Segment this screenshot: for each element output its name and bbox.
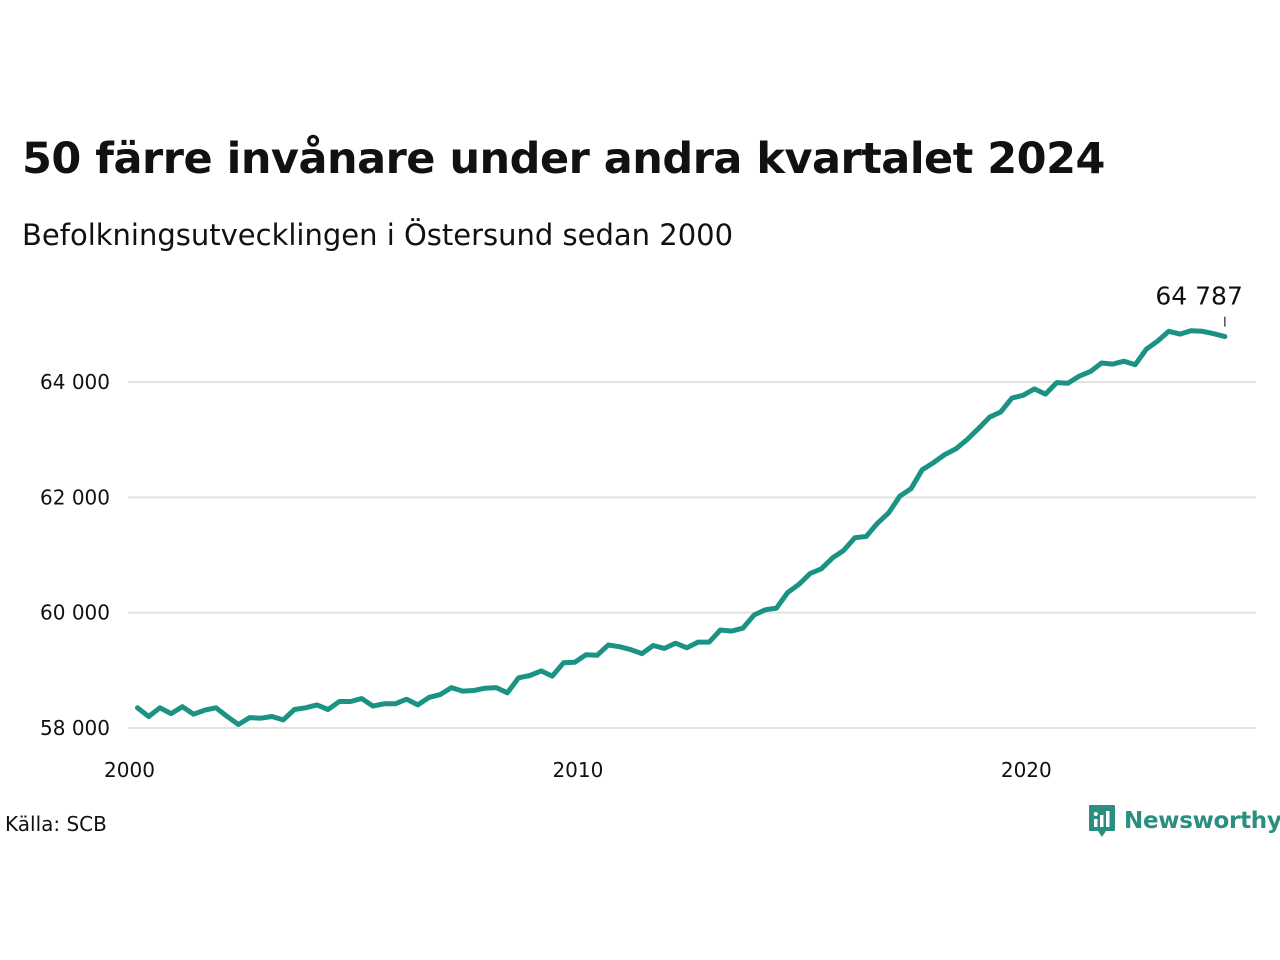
brand-logo: Newsworthy bbox=[1088, 804, 1280, 838]
gridlines bbox=[128, 381, 1256, 729]
chart-speech-bubble-icon bbox=[1089, 805, 1115, 837]
end-value-label: 64 787 bbox=[1155, 282, 1242, 311]
y-axis-tick-labels: 58 000 60 000 62 000 64 000 bbox=[40, 370, 110, 740]
y-tick-label: 60 000 bbox=[40, 601, 110, 625]
x-tick-label: 2010 bbox=[552, 758, 603, 782]
y-tick-label: 62 000 bbox=[40, 485, 110, 509]
x-axis-tick-labels: 2000 2010 2020 bbox=[104, 758, 1052, 782]
y-tick-label: 58 000 bbox=[40, 716, 110, 740]
series-line bbox=[135, 328, 1228, 727]
series-group bbox=[135, 328, 1228, 727]
x-tick-label: 2020 bbox=[1001, 758, 1052, 782]
y-tick-label: 64 000 bbox=[40, 370, 110, 394]
brand-name: Newsworthy bbox=[1124, 808, 1280, 834]
source-note: Källa: SCB bbox=[5, 812, 107, 836]
end-label-group: 64 787 bbox=[1155, 282, 1243, 327]
chart-title: 50 färre invånare under andra kvartalet … bbox=[22, 134, 1105, 184]
chart-subtitle: Befolkningsutvecklingen i Östersund seda… bbox=[22, 218, 734, 252]
x-tick-label: 2000 bbox=[104, 758, 155, 782]
